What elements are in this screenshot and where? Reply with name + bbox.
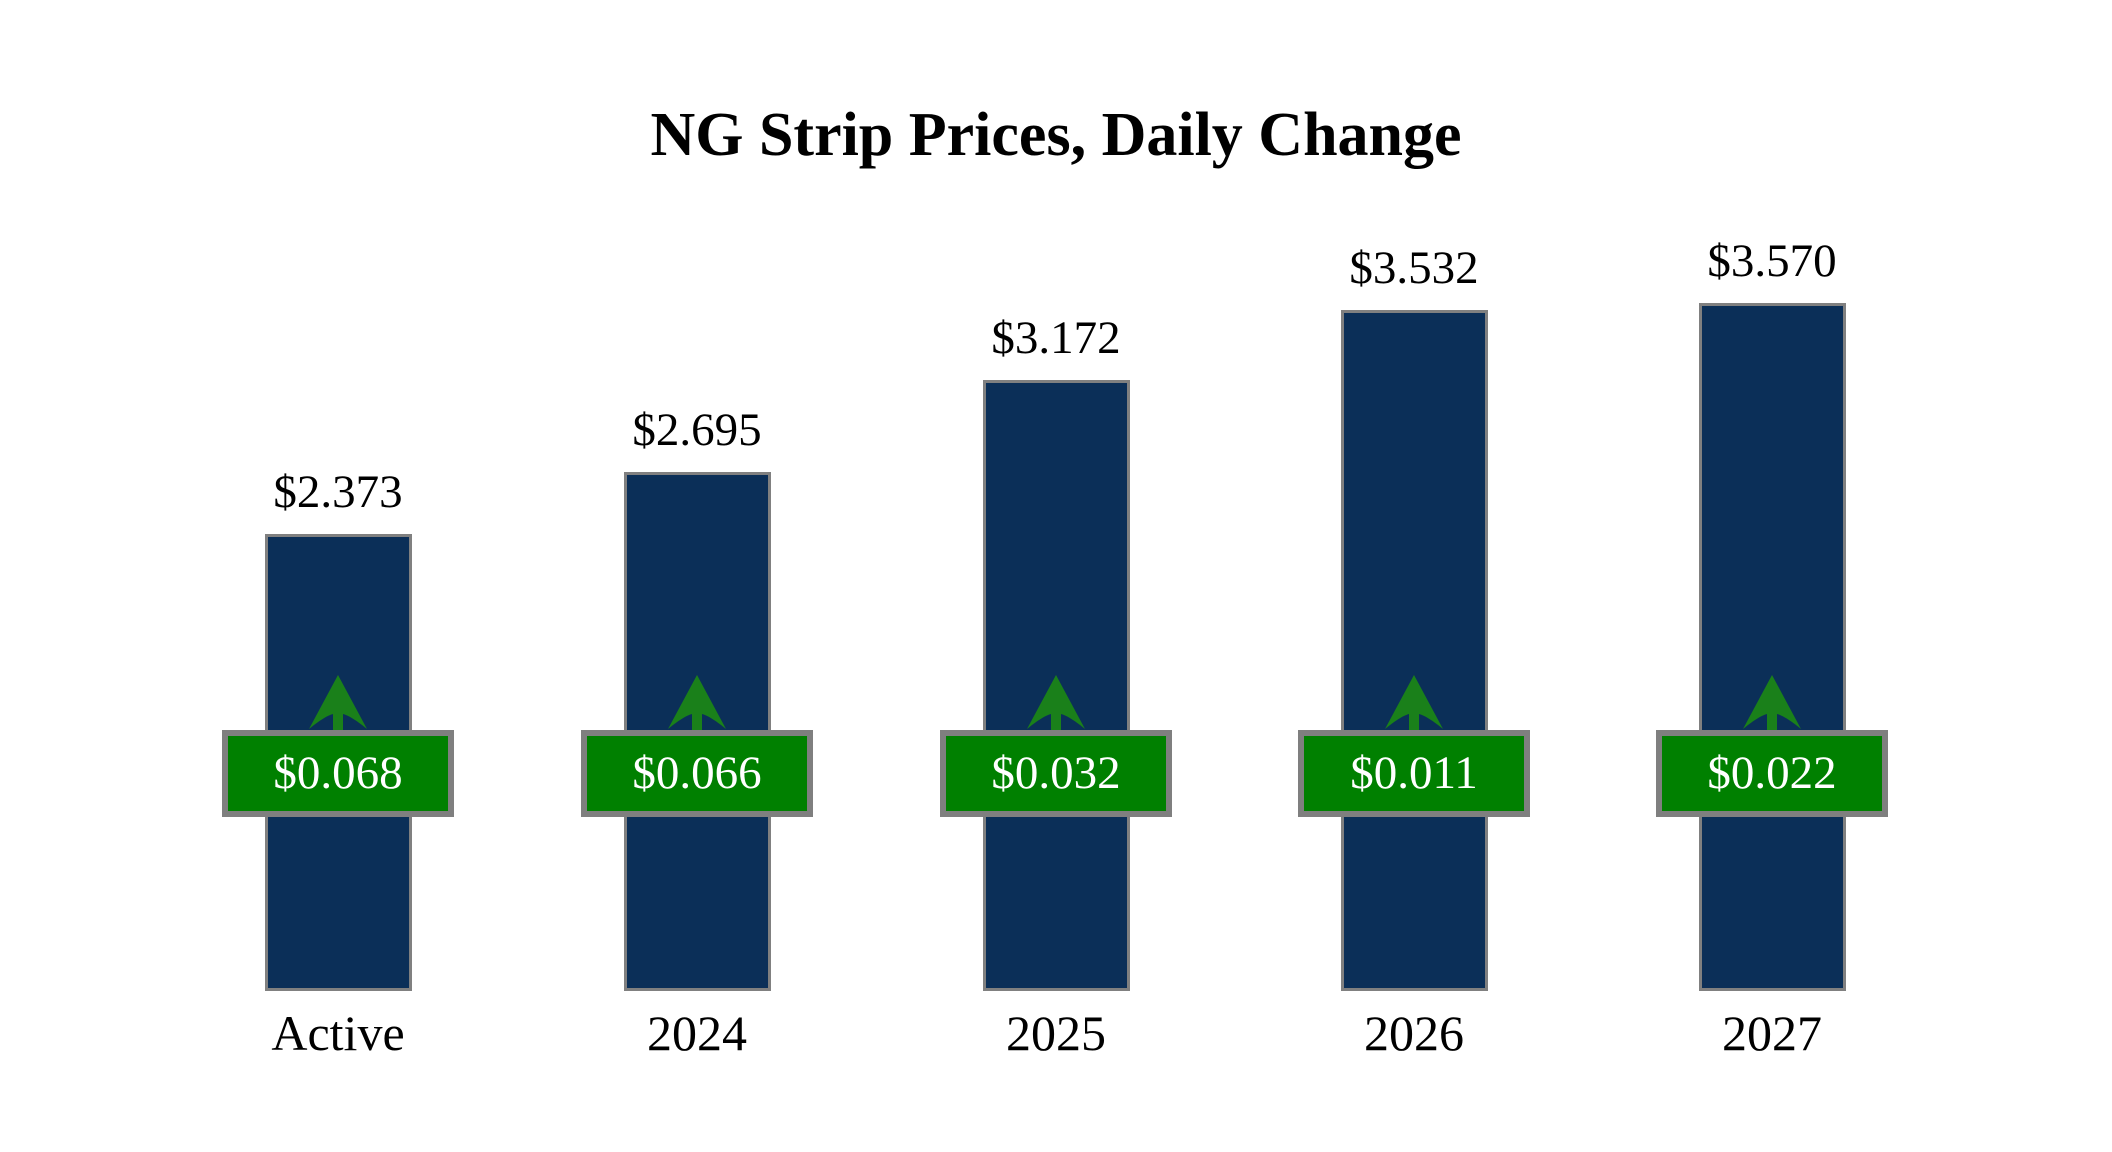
price-label-2027: $3.570 [1707, 235, 1837, 287]
up-arrow-icon [1027, 675, 1085, 732]
up-arrow-icon [309, 675, 367, 732]
daily-change-badge-2026: $0.011 [1298, 730, 1530, 817]
daily-change-badge-2027: $0.022 [1656, 730, 1888, 817]
price-label-2025: $3.172 [991, 312, 1121, 364]
price-label-active: $2.373 [273, 466, 403, 518]
category-label-2025: 2025 [1006, 1005, 1106, 1061]
up-arrow-icon [1743, 675, 1801, 732]
category-label-2026: 2026 [1364, 1005, 1464, 1061]
category-label-2024: 2024 [647, 1005, 747, 1061]
category-label-active: Active [271, 1005, 405, 1061]
category-label-2027: 2027 [1722, 1005, 1822, 1061]
bar-2027 [1698, 303, 1846, 991]
daily-change-badge-2024: $0.066 [581, 730, 813, 817]
up-arrow-icon [1385, 675, 1443, 732]
price-label-2024: $2.695 [632, 404, 762, 456]
price-label-2026: $3.532 [1349, 242, 1479, 294]
bar-2026 [1340, 310, 1488, 991]
up-arrow-icon [668, 675, 726, 732]
daily-change-badge-active: $0.068 [222, 730, 454, 817]
daily-change-badge-2025: $0.032 [940, 730, 1172, 817]
chart-title: NG Strip Prices, Daily Change [650, 101, 1462, 169]
